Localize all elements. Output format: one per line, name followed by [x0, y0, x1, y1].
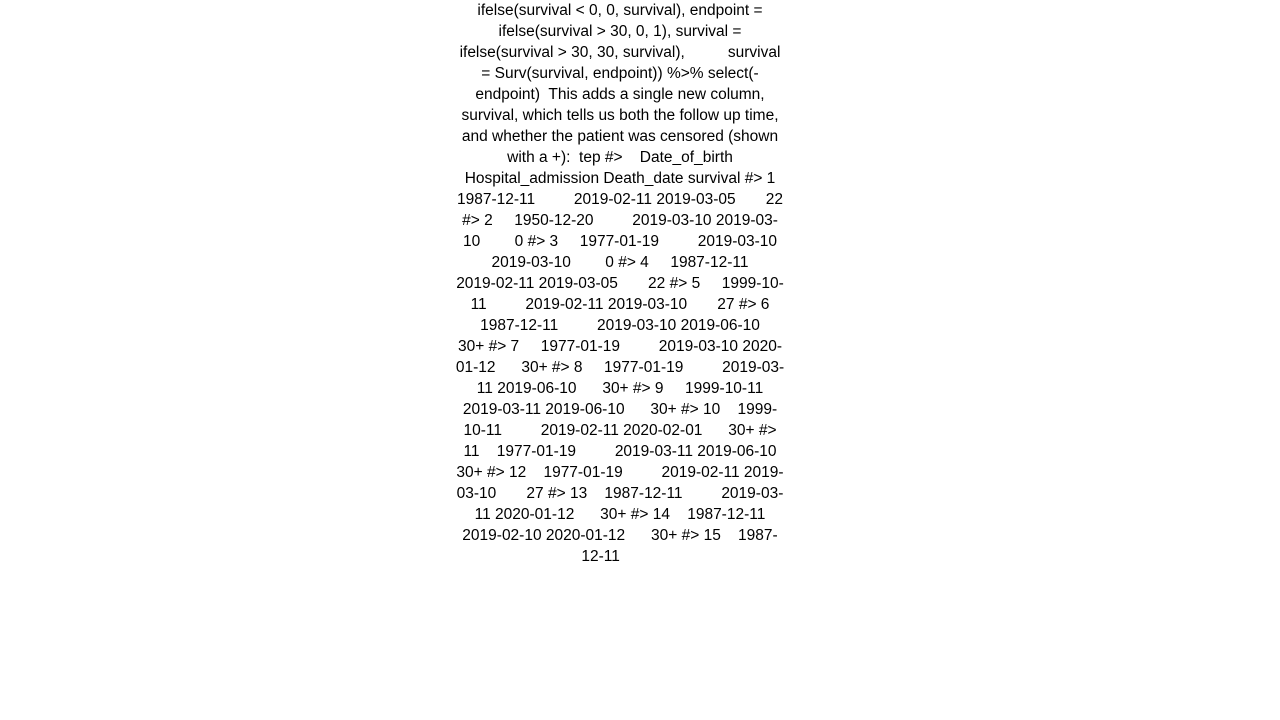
document-text-block: ifelse(survival < 0, 0, survival), endpo…	[455, 0, 785, 567]
